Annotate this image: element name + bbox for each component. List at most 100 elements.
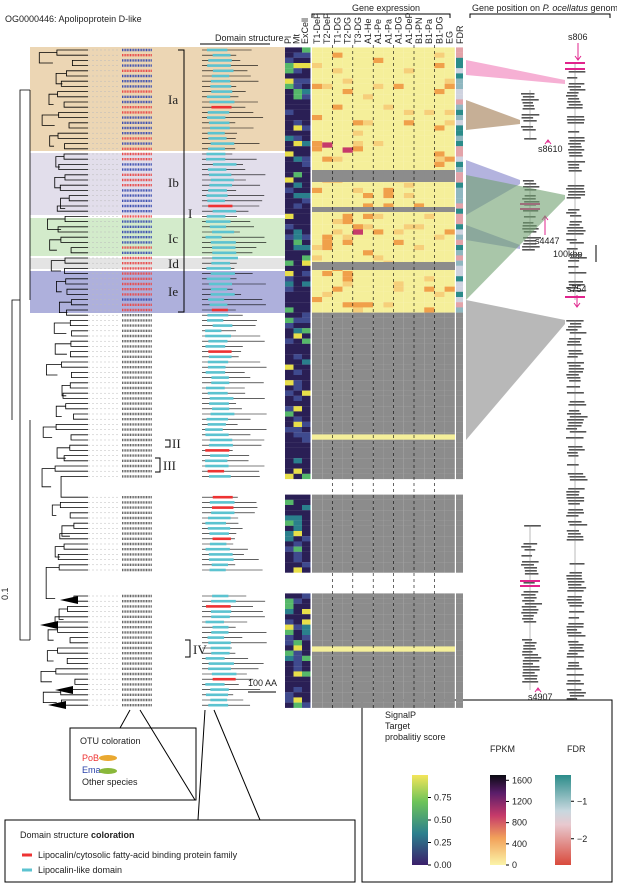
signal-cell <box>285 395 294 402</box>
branch <box>55 668 88 675</box>
expression-cell <box>342 354 353 360</box>
domain <box>207 636 225 639</box>
expression-cell <box>342 567 353 573</box>
gene <box>568 503 580 505</box>
gene <box>567 512 584 514</box>
expression-cell <box>434 364 445 370</box>
expression-cell <box>414 442 425 448</box>
expression-cell <box>352 598 363 604</box>
color-legend-title: probalitiy score <box>385 732 446 742</box>
expression-cell <box>332 510 343 516</box>
column-header: T2-DeP <box>322 13 332 44</box>
expression-cell <box>332 349 343 355</box>
expression-cell <box>312 213 323 220</box>
expression-cell <box>383 359 394 365</box>
expression-cell <box>363 281 374 287</box>
expression-cell <box>414 655 425 662</box>
expression-cell <box>434 291 445 298</box>
expression-cell <box>434 52 445 58</box>
expression-cell <box>373 312 384 318</box>
signal-cell <box>285 655 294 662</box>
signal-cell <box>293 681 302 688</box>
expression-cell <box>342 499 353 506</box>
gene <box>569 221 582 223</box>
expression-cell <box>363 557 374 563</box>
expression-cell <box>414 385 425 391</box>
expression-cell <box>414 598 425 604</box>
domain-legend-box <box>4 819 356 883</box>
expression-cell <box>342 161 353 168</box>
expression-cell <box>332 203 343 209</box>
expression-cell <box>434 359 445 365</box>
gene <box>524 603 543 605</box>
expression-cell <box>383 385 394 391</box>
signal-cell <box>293 286 302 292</box>
gene <box>568 602 584 604</box>
expression-cell <box>363 375 374 381</box>
expression-cell <box>414 401 425 407</box>
fdr-cell <box>456 593 463 599</box>
domain <box>212 246 236 249</box>
expression-cell <box>393 333 404 339</box>
expression-cell <box>434 681 445 688</box>
expression-cell <box>322 541 333 547</box>
fdr-cell <box>456 494 463 500</box>
expression-cell <box>363 390 374 396</box>
gene <box>521 612 538 614</box>
expression-cell <box>414 203 425 209</box>
gene <box>524 570 537 572</box>
expression-cell <box>403 312 414 318</box>
expression-cell <box>424 125 435 131</box>
expression-cell <box>373 52 384 58</box>
signal-cell <box>285 671 294 677</box>
expression-cell <box>383 312 394 318</box>
column-header: Mt <box>292 34 302 44</box>
expression-cell <box>393 447 404 454</box>
signal-cell <box>293 167 302 173</box>
expression-cell <box>322 156 333 162</box>
signal-cell <box>302 234 311 240</box>
expression-cell <box>393 557 404 563</box>
expression-cell <box>332 229 343 235</box>
expression-cell <box>393 525 404 532</box>
expression-cell <box>414 453 425 459</box>
expression-cell <box>434 562 445 568</box>
scaffold-label: s8610 <box>538 144 563 154</box>
expression-cell <box>363 125 374 131</box>
expression-cell <box>444 593 455 599</box>
expression-cell <box>332 104 343 110</box>
domain <box>206 277 231 281</box>
expression-cell <box>383 369 394 376</box>
expression-cell <box>393 453 404 459</box>
expression-cell <box>312 427 323 433</box>
fdr-cell <box>456 161 463 168</box>
expression-cell <box>393 375 404 381</box>
domain <box>211 90 233 93</box>
signal-cell <box>302 671 311 677</box>
signal-cell <box>302 343 311 350</box>
expression-cell <box>383 291 394 298</box>
expression-cell <box>312 141 323 147</box>
expression-cell <box>403 328 414 334</box>
expression-cell <box>383 239 394 246</box>
expression-cell <box>352 328 363 334</box>
expression-cell <box>363 52 374 58</box>
expression-cell <box>332 198 343 204</box>
expression-cell <box>363 666 374 672</box>
expression-cell <box>322 73 333 79</box>
domain <box>205 428 223 431</box>
expression-cell <box>424 603 435 610</box>
signal-cell <box>285 135 294 142</box>
signal-cell <box>302 536 311 542</box>
signal-cell <box>293 468 302 474</box>
expression-cell <box>352 281 363 287</box>
expression-cell <box>403 198 414 204</box>
expression-cell <box>322 354 333 360</box>
branch <box>64 268 88 274</box>
expression-cell <box>383 135 394 142</box>
signal-cell <box>285 416 294 422</box>
expression-cell <box>403 624 414 630</box>
expression-cell <box>424 338 435 344</box>
expression-cell <box>393 442 404 448</box>
expression-cell <box>363 515 374 521</box>
